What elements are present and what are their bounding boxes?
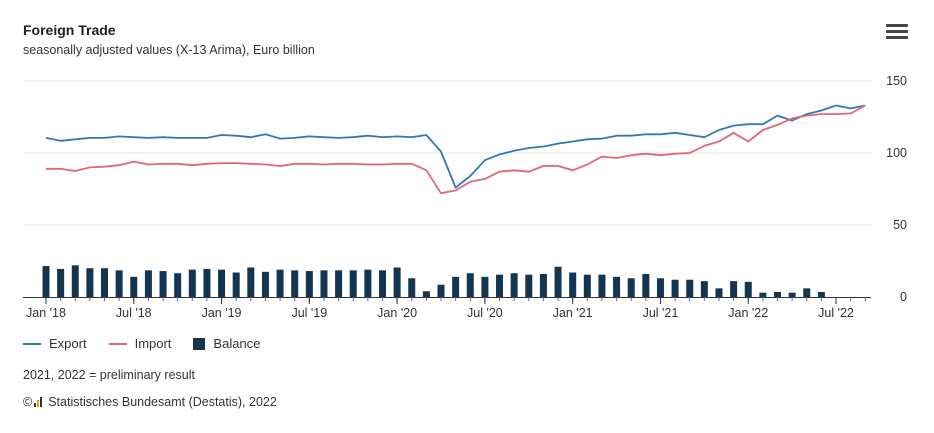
balance-bar: [583, 274, 591, 297]
legend-label-import: Import: [134, 336, 172, 351]
series-line-import: [46, 104, 866, 195]
balance-bar: [408, 278, 416, 297]
menu-bar: [886, 30, 908, 33]
balance-bar: [510, 273, 518, 297]
x-tick-label: Jan '20: [377, 306, 417, 320]
balance-bar: [817, 291, 825, 297]
y-tick-label: 150: [886, 74, 907, 88]
balance-bar: [642, 273, 650, 297]
y-tick-label: 50: [893, 218, 907, 232]
balance-bar: [349, 270, 357, 297]
legend-label-balance: Balance: [213, 336, 261, 351]
balance-bar: [71, 265, 79, 297]
copyright-symbol: ©: [23, 395, 33, 409]
legend-item-balance[interactable]: Balance: [193, 336, 260, 351]
balance-bar: [276, 269, 284, 297]
balance-bar: [730, 281, 738, 297]
hamburger-menu-icon[interactable]: [886, 24, 908, 42]
source-text: Statistisches Bundesamt (Destatis), 2022: [48, 395, 277, 409]
balance-bar: [42, 266, 50, 297]
balance-bar: [627, 278, 635, 297]
chart-plot-area: 0 50 100 150 Jan '18 Jul '18 Jan '19 Jul '19 Jan…: [23, 74, 907, 320]
balance-bar: [539, 273, 547, 297]
balance-bar: [525, 274, 533, 297]
y-tick-label: 0: [900, 290, 907, 304]
balance-bar: [744, 281, 752, 297]
y-tick-label: 100: [886, 146, 907, 160]
balance-bar: [481, 276, 489, 297]
balance-bar: [305, 271, 313, 297]
balance-bar: [247, 267, 255, 297]
balance-bar: [656, 278, 664, 297]
legend-item-import[interactable]: Import: [108, 336, 172, 351]
x-tick-label: Jan '18: [26, 306, 66, 320]
balance-bar: [466, 273, 474, 297]
balance-bar: [715, 288, 723, 297]
series-line-export: [45, 104, 866, 189]
balance-bar: [422, 291, 430, 297]
balance-bar: [115, 270, 123, 297]
balance-bar: [803, 288, 811, 297]
balance-bar: [203, 268, 211, 297]
x-tick-label: Jan '19: [202, 306, 242, 320]
destatis-logo-icon: [34, 397, 44, 407]
balance-bar: [378, 270, 386, 297]
balance-bar: [174, 273, 182, 297]
x-tick-label: Jul '21: [643, 306, 679, 320]
x-tick-label: Jul '20: [467, 306, 503, 320]
legend-label-export: Export: [49, 336, 87, 351]
balance-bar: [671, 279, 679, 297]
balance-bar: [452, 276, 460, 297]
footnote: 2021, 2022 = preliminary result: [23, 368, 195, 382]
balance-bar: [437, 284, 445, 297]
balance-bar: [188, 269, 196, 297]
legend-line-import: [108, 342, 127, 345]
balance-bar: [335, 270, 343, 297]
balance-bar: [159, 271, 167, 297]
legend-box-balance: [193, 337, 206, 350]
x-tick-label: Jan '21: [553, 306, 593, 320]
balance-bar: [788, 292, 796, 297]
legend-item-export[interactable]: Export: [23, 336, 87, 351]
balance-bar: [686, 279, 694, 297]
balance-bar: [364, 269, 372, 297]
x-tick-label: Jul '22: [818, 306, 854, 320]
balance-bar: [569, 272, 577, 297]
balance-bar: [320, 270, 328, 297]
balance-bar: [86, 268, 94, 297]
source-line: © Statistisches Bundesamt (Destatis), 20…: [23, 395, 277, 409]
balance-bar: [232, 272, 240, 297]
balance-bar: [613, 276, 621, 297]
x-tick-label: Jan '22: [728, 306, 768, 320]
balance-bar: [598, 274, 606, 297]
chart-title: Foreign Trade: [23, 22, 116, 38]
balance-bar: [496, 274, 504, 297]
balance-bar: [57, 268, 65, 297]
menu-bar: [886, 36, 908, 39]
legend-line-export: [23, 342, 41, 345]
balance-bar: [291, 270, 299, 297]
chart-subtitle: seasonally adjusted values (X-13 Arima),…: [23, 43, 315, 57]
balance-bar: [101, 268, 109, 297]
balance-bar: [130, 276, 138, 297]
balance-bar: [554, 266, 562, 297]
balance-bar: [218, 269, 226, 297]
x-tick-label: Jul '18: [116, 306, 152, 320]
balance-bar: [144, 270, 152, 297]
x-tick-label: Jul '19: [291, 306, 327, 320]
balance-bar: [759, 292, 767, 297]
balance-bar: [393, 267, 401, 297]
menu-bar: [886, 24, 908, 27]
balance-bar: [700, 281, 708, 297]
balance-bar: [774, 291, 781, 297]
chart-legend: Export Import Balance: [23, 336, 282, 351]
balance-bar: [261, 271, 269, 297]
